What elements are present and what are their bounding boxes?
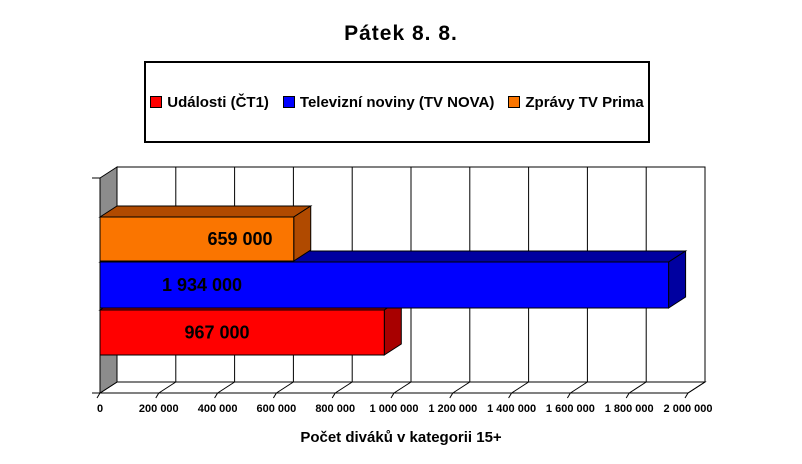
x-tick bbox=[96, 392, 101, 399]
x-tick bbox=[625, 392, 630, 399]
legend-swatch-orange bbox=[508, 96, 521, 108]
bar-value-label: 967 000 bbox=[184, 323, 249, 343]
x-tick bbox=[390, 392, 395, 399]
chart-title: Pátek 8. 8. bbox=[344, 22, 458, 45]
x-tick-label: 1 800 000 bbox=[605, 403, 654, 415]
bar-value-label: 659 000 bbox=[207, 229, 272, 249]
x-tick bbox=[566, 392, 571, 399]
floor-gridline bbox=[687, 381, 706, 394]
x-tick-label: 200 000 bbox=[139, 403, 179, 415]
floor-gridline bbox=[570, 381, 588, 394]
floor-gridline bbox=[217, 381, 235, 394]
x-tick bbox=[214, 392, 219, 399]
legend: Události (ČT1) Televizní noviny (TV NOVA… bbox=[144, 61, 650, 143]
bar-televizn-noviny-tv-nova bbox=[99, 261, 670, 309]
legend-swatch-blue bbox=[282, 96, 295, 108]
bar-top-zpr-vy-tv-prima bbox=[98, 205, 313, 218]
x-tick bbox=[272, 392, 277, 399]
floor-gridline bbox=[628, 381, 647, 394]
floor-gridline bbox=[158, 381, 177, 394]
x-tick bbox=[331, 392, 336, 399]
legend-label: Zprávy TV Prima bbox=[525, 93, 644, 111]
bar-zpr-vy-tv-prima bbox=[99, 216, 295, 262]
x-tick-label: 400 000 bbox=[198, 403, 238, 415]
x-tick-label: 1 400 000 bbox=[487, 403, 536, 415]
legend-label: Televizní noviny (TV NOVA) bbox=[299, 93, 495, 111]
legend-item-televizni-noviny: Televizní noviny (TV NOVA) bbox=[282, 93, 495, 111]
floor-gridline bbox=[334, 381, 353, 394]
legend-item-udalosti: Události (ČT1) bbox=[150, 94, 269, 111]
floor-gridline bbox=[511, 381, 529, 394]
x-tick bbox=[508, 392, 513, 399]
legend-item-zpravy-prima: Zprávy TV Prima bbox=[508, 93, 644, 111]
floor-gridline bbox=[276, 381, 294, 394]
floor-gridline bbox=[452, 381, 471, 394]
legend-label: Události (ČT1) bbox=[167, 93, 269, 111]
x-axis-title: Počet diváků v kategorii 15+ bbox=[300, 429, 502, 446]
x-tick-label: 1 000 000 bbox=[370, 403, 419, 415]
x-tick bbox=[684, 392, 689, 399]
x-tick-label: 800 000 bbox=[315, 403, 355, 415]
legend-swatch-red bbox=[150, 96, 163, 108]
x-tick-label: 1 200 000 bbox=[428, 403, 477, 415]
floor-gridline bbox=[393, 381, 412, 394]
x-tick-label: 0 bbox=[97, 403, 103, 415]
x-tick bbox=[449, 392, 454, 399]
x-tick bbox=[155, 392, 160, 399]
bar-value-label: 1 934 000 bbox=[162, 275, 242, 295]
x-tick-label: 600 000 bbox=[257, 403, 297, 415]
x-tick-label: 2 000 000 bbox=[664, 403, 713, 415]
bar-ud-losti-t1 bbox=[99, 309, 385, 356]
x-tick-label: 1 600 000 bbox=[546, 403, 595, 415]
